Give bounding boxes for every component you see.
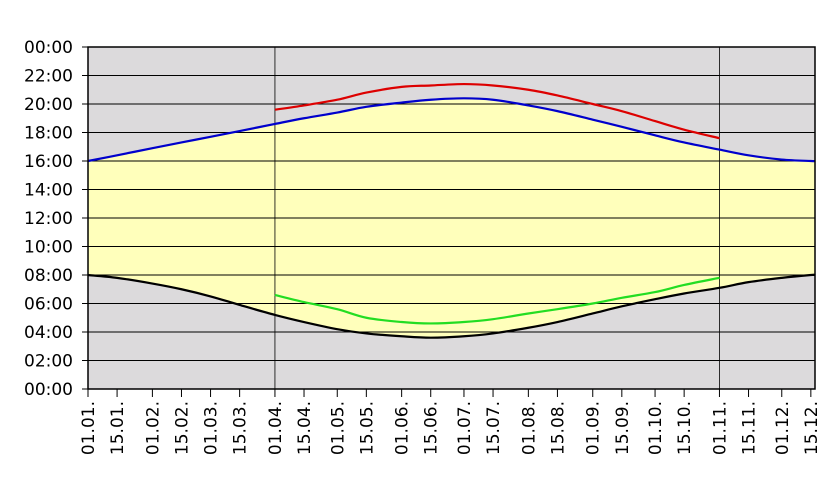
x-tick-label: 15.10. — [675, 401, 695, 455]
y-tick-label: 20:00 — [24, 95, 73, 115]
series-line — [87, 273, 816, 339]
series-line — [274, 82, 720, 140]
y-tick-label: 06:00 — [24, 295, 73, 315]
y-tick-label: 08:00 — [24, 266, 73, 286]
series-line — [274, 276, 720, 325]
x-tick-label: 15.04. — [295, 401, 315, 455]
series-line — [87, 97, 816, 163]
y-tick-label: 18:00 — [24, 124, 73, 144]
x-axis: 01.01. 15.01. 01.02. 15.02. 01.03. 15.03. 01.0… — [79, 389, 822, 455]
x-tick-label: 01.05. — [328, 401, 348, 455]
y-tick-label: 16:00 — [24, 152, 73, 172]
x-tick-label: 01.03. — [202, 401, 222, 455]
y-tick-label: 00:00 — [24, 380, 73, 400]
x-tick-label: 15.02. — [172, 401, 192, 455]
x-tick-label: 15.08. — [548, 401, 568, 455]
y-tick-label: 04:00 — [24, 323, 73, 343]
x-tick-label: 15.05. — [357, 401, 377, 455]
x-tick-label: 01.10. — [646, 401, 666, 455]
x-tick-label: 01.12. — [773, 401, 793, 455]
x-tick-label: 15.11. — [740, 401, 760, 455]
x-tick-label: 15.09. — [613, 401, 633, 455]
x-tick-label: 01.09. — [584, 401, 604, 455]
x-tick-label: 01.11. — [710, 401, 730, 455]
y-tick-label: 00:00 — [24, 38, 73, 58]
x-tick-label: 15.06. — [422, 401, 442, 455]
x-tick-label: 01.07. — [455, 401, 475, 455]
x-tick-label: 15.01. — [108, 401, 128, 455]
y-tick-label: 14:00 — [24, 181, 73, 201]
x-tick-label: 15.03. — [231, 401, 251, 455]
y-tick-label: 10:00 — [24, 238, 73, 258]
marker-lines — [274, 47, 720, 389]
x-tick-label: 01.01. — [79, 401, 99, 455]
series-lines — [87, 82, 816, 339]
x-tick-label: 15.07. — [484, 401, 504, 455]
x-tick-label: 15.12. — [802, 401, 822, 455]
y-tick-label: 12:00 — [24, 209, 73, 229]
y-axis: 00:00 02:00 04:00 06:00 08:00 10:00 12:00 14:00… — [24, 38, 88, 400]
y-tick-label: 02:00 — [24, 352, 73, 372]
x-tick-label: 01.08. — [519, 401, 539, 455]
x-tick-label: 01.02. — [143, 401, 163, 455]
y-tick-label: 22:00 — [24, 67, 73, 87]
x-tick-label: 01.04. — [266, 401, 286, 455]
x-tick-label: 01.06. — [393, 401, 413, 455]
